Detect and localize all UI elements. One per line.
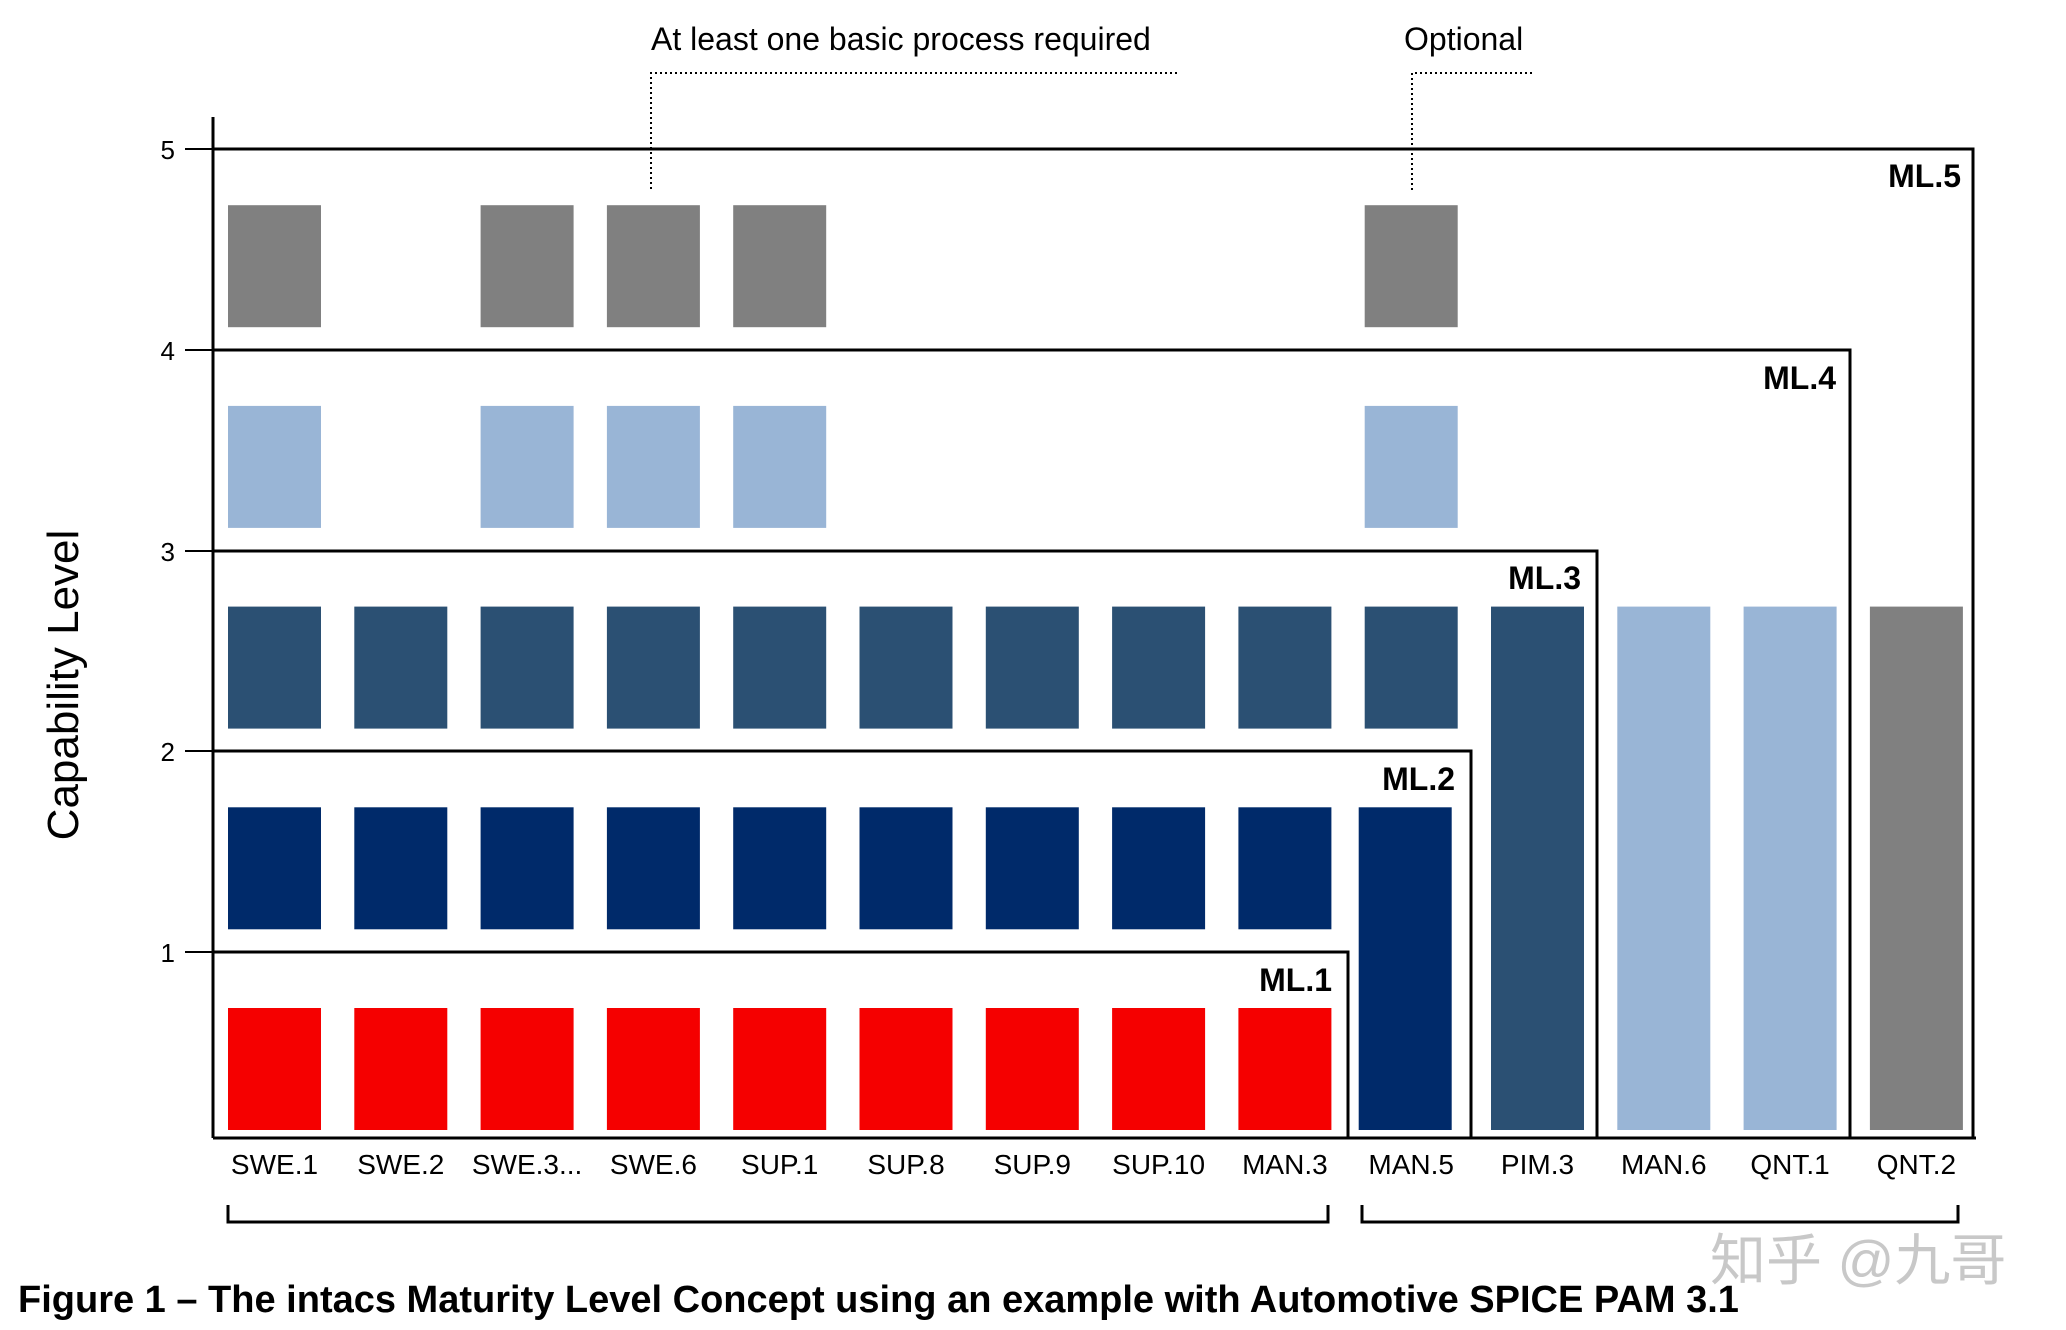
process-label-swe2: SWE.2: [357, 1149, 444, 1180]
ml4-boundary: [213, 348, 1852, 1138]
y-tick-label-1: 1: [161, 938, 175, 968]
ml3-label: ML.3: [1508, 560, 1581, 596]
process-label-sup8: SUP.8: [867, 1149, 944, 1180]
block-swe3-level1: [480, 1008, 574, 1130]
process-label-qnt1: QNT.1: [1750, 1149, 1829, 1180]
block-swe6-level5: [606, 205, 700, 328]
block-swe3-level2: [480, 807, 574, 930]
annotation-leaders: [650, 72, 1532, 190]
block-swe1-level1: [228, 1008, 321, 1130]
process-label-swe3: SWE.3...: [472, 1149, 582, 1180]
block-swe1-level3: [228, 606, 321, 729]
ml1-label: ML.1: [1259, 962, 1332, 998]
process-label-sup9: SUP.9: [994, 1149, 1071, 1180]
block-sup8-level3: [859, 606, 953, 729]
block-sup1-level5: [733, 205, 827, 328]
block-sup9-level1: [985, 1008, 1079, 1130]
block-swe1-level5: [228, 205, 321, 328]
block-sup10-level3: [1112, 606, 1206, 729]
y-tick-label-4: 4: [161, 336, 175, 366]
ml2-boundary: [213, 749, 1473, 1138]
y-tick-label-3: 3: [161, 537, 175, 567]
block-swe3-level5: [480, 205, 574, 328]
ml1-boundary: [213, 950, 1350, 1138]
process-label-swe6: SWE.6: [610, 1149, 697, 1180]
bar-man6: [1617, 606, 1711, 1130]
block-man5-level4: [1364, 405, 1458, 528]
block-swe6-level1: [606, 1008, 700, 1130]
block-sup9-level2: [985, 807, 1079, 930]
block-sup10-level1: [1112, 1008, 1206, 1130]
block-sup8-level2: [859, 807, 953, 930]
annotation-basic-process: At least one basic process required: [651, 21, 1151, 57]
bracket-additional-processes: [1360, 1205, 1960, 1224]
process-label-man6: MAN.6: [1621, 1149, 1707, 1180]
bar-pim3: [1491, 606, 1584, 1130]
process-label-sup10: SUP.10: [1112, 1149, 1205, 1180]
process-label-qnt2: QNT.2: [1877, 1149, 1956, 1180]
block-swe2-level1: [354, 1008, 448, 1130]
block-sup8-level1: [859, 1008, 953, 1130]
block-swe2-level2: [354, 807, 448, 930]
block-sup1-level2: [733, 807, 827, 930]
block-swe6-level2: [606, 807, 700, 930]
process-labels: SWE.1 SWE.2 SWE.3... SWE.6 SUP.1 SUP.8 SUP.9 SU…: [231, 1149, 1956, 1180]
block-swe6-level4: [606, 405, 700, 528]
process-label-sup1: SUP.1: [741, 1149, 818, 1180]
watermark: 知乎 @九哥: [1710, 1229, 2006, 1292]
block-man3-level1: [1238, 1008, 1332, 1130]
process-label-man3: MAN.3: [1242, 1149, 1328, 1180]
bar-man5: [1358, 807, 1452, 1130]
y-tick-label-2: 2: [161, 737, 175, 767]
ml3-boundary: [213, 549, 1599, 1138]
ml5-boundary: [213, 147, 1975, 1138]
y-tick-marks: [185, 148, 213, 953]
block-man5-level3: [1364, 606, 1458, 729]
block-swe1-level4: [228, 405, 321, 528]
block-sup1-level3: [733, 606, 827, 729]
block-man3-level2: [1238, 807, 1332, 930]
ml5-label: ML.5: [1888, 158, 1961, 194]
block-sup1-level4: [733, 405, 827, 528]
process-label-swe1: SWE.1: [231, 1149, 318, 1180]
group-brackets: [226, 1205, 1960, 1224]
bracket-basic-processes: [226, 1205, 1330, 1224]
ml2-label: ML.2: [1382, 761, 1455, 797]
block-swe6-level3: [606, 606, 700, 729]
block-swe3-level4: [480, 405, 574, 528]
annotation-optional: Optional: [1404, 21, 1523, 57]
block-swe1-level2: [228, 807, 321, 930]
block-man5-level5: [1364, 205, 1458, 328]
block-swe3-level3: [480, 606, 574, 729]
block-sup1-level1: [733, 1008, 827, 1130]
y-tick-label-5: 5: [161, 135, 175, 165]
y-axis-label: Capability Level: [39, 530, 88, 841]
block-sup9-level3: [985, 606, 1079, 729]
ml-boundaries: [213, 147, 1975, 1138]
figure-caption: Figure 1 – The intacs Maturity Level Con…: [18, 1279, 1739, 1321]
process-label-man5: MAN.5: [1368, 1149, 1454, 1180]
bar-qnt2: [1869, 606, 1963, 1130]
process-blocks: [228, 205, 1963, 1130]
bar-qnt1: [1743, 606, 1837, 1130]
block-sup10-level2: [1112, 807, 1206, 930]
ml4-label: ML.4: [1763, 360, 1836, 396]
process-label-pim3: PIM.3: [1501, 1149, 1574, 1180]
block-man3-level3: [1238, 606, 1332, 729]
block-swe2-level3: [354, 606, 448, 729]
